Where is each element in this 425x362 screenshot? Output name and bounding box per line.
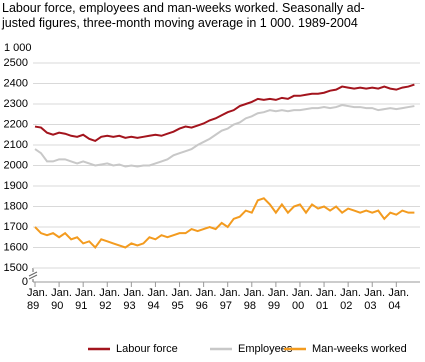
- x-tick-label: Jan. 94: [147, 287, 169, 312]
- y-tick-label: 2000: [4, 159, 28, 171]
- x-tick-label: Jan. 96: [195, 287, 217, 312]
- x-tick-label: Jan. 98: [243, 287, 265, 312]
- x-tick-label: Jan. 89: [27, 287, 48, 312]
- x-tick-label: Jan. 93: [123, 287, 145, 312]
- x-tick-label: Jan. 04: [388, 287, 410, 312]
- y-tick-label: 1900: [4, 180, 28, 192]
- legend-label: Employees: [238, 343, 293, 355]
- x-tick-label: Jan. 95: [171, 287, 193, 312]
- y-tick-label: 1500: [4, 262, 28, 274]
- y-tick-label: 1600: [4, 241, 28, 253]
- y-tick-label: 2200: [4, 118, 28, 130]
- chart-title: Labour force, employees and man-weeks wo…: [2, 1, 365, 30]
- y-tick-label: 1700: [4, 221, 28, 233]
- y-tick-label: 2300: [4, 98, 28, 110]
- y-break-label: 0: [22, 276, 28, 288]
- x-tick-label: Jan. 99: [267, 287, 289, 312]
- x-tick-label: Jan. 02: [340, 287, 361, 312]
- x-tick-label: Jan. 97: [219, 287, 241, 312]
- y-tick-label: 2100: [4, 139, 28, 151]
- y-tick-label: 2400: [4, 77, 28, 89]
- x-tick-label: Jan. 03: [364, 287, 386, 312]
- y-tick-label: 2500: [4, 57, 28, 69]
- x-tick-label: Jan. 00: [291, 287, 313, 312]
- x-tick-label: Jan. 90: [51, 287, 72, 312]
- series-line: [34, 197, 415, 250]
- x-tick-label: Jan. 01: [316, 287, 337, 312]
- x-tick-label: Jan. 91: [75, 287, 96, 312]
- series-line: [34, 83, 415, 143]
- series-line: [34, 103, 415, 168]
- axis-break: [28, 268, 38, 282]
- y-unit: 1 000: [4, 42, 32, 54]
- legend-label: Man-weeks worked: [312, 343, 407, 355]
- x-tick-label: Jan. 92: [99, 287, 121, 312]
- y-tick-label: 1800: [4, 200, 28, 212]
- legend-label: Labour force: [116, 343, 178, 355]
